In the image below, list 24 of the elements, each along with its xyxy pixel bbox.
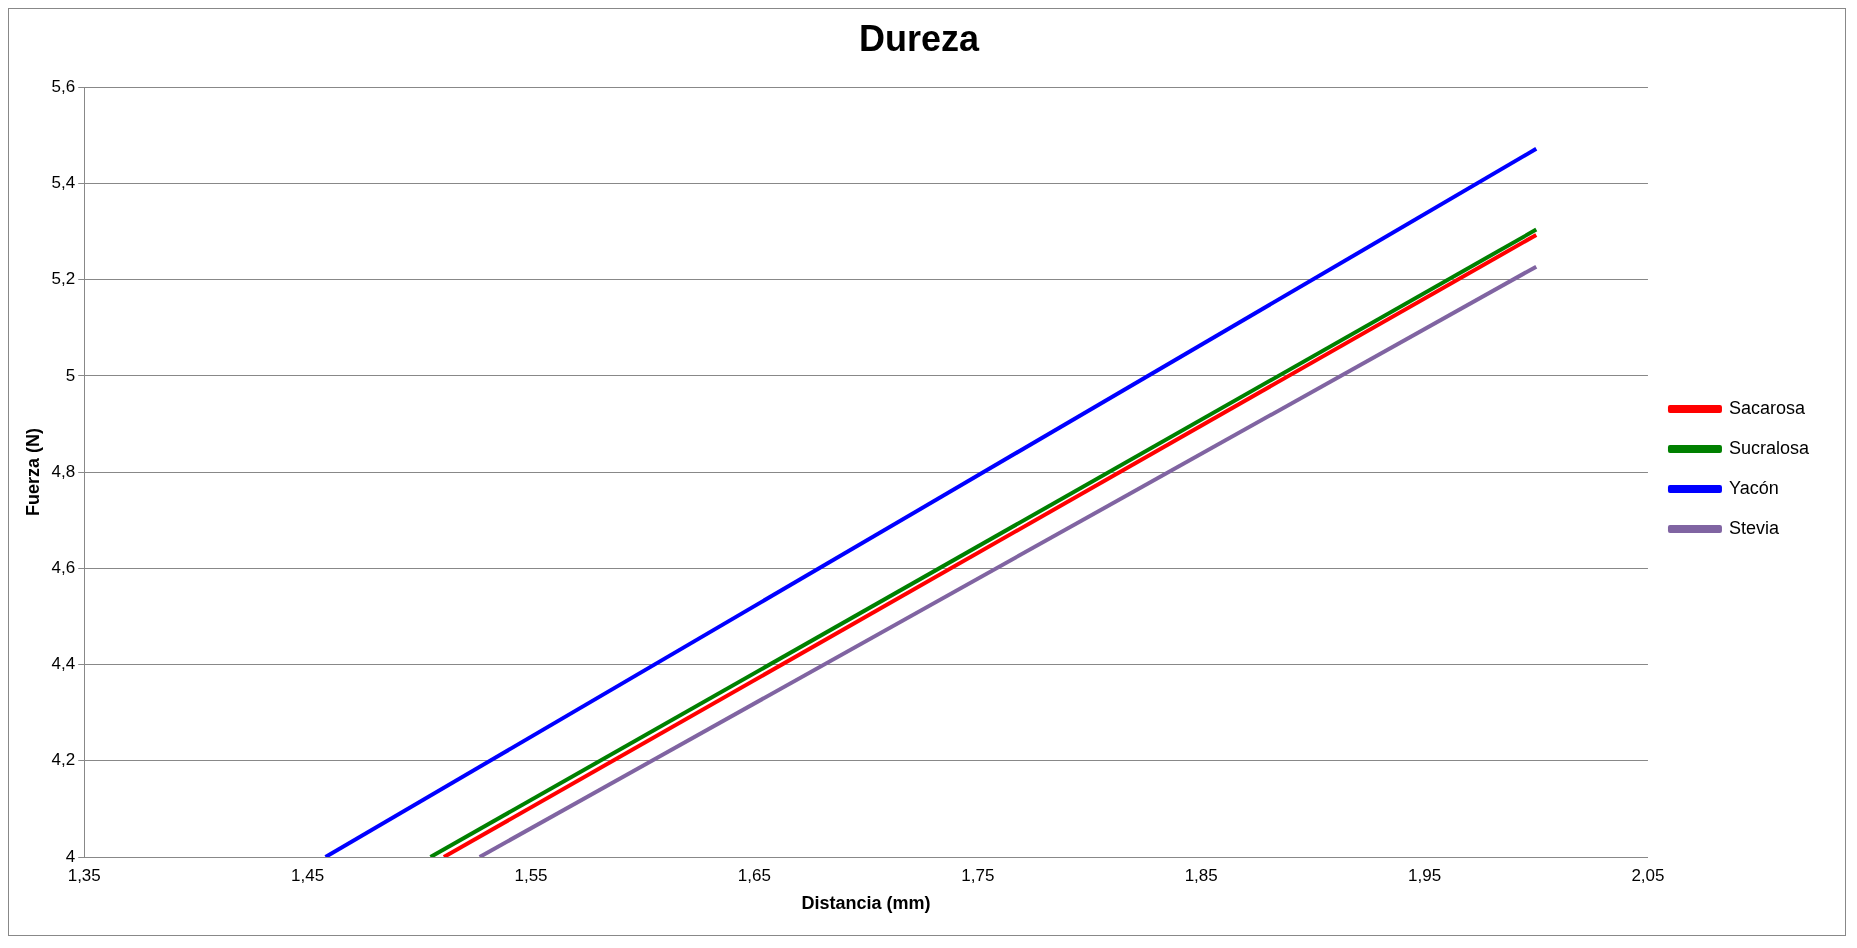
y-tick-label: 5,6 (51, 76, 76, 96)
x-tick-label: 1,65 (737, 865, 771, 885)
y-axis-title: Fuerza (N) (22, 428, 43, 517)
y-tick-label: 4,2 (51, 750, 76, 770)
legend-label: Sacarosa (1728, 397, 1806, 418)
x-tick-label: 1,85 (1184, 865, 1218, 885)
y-tick-label: 5,4 (51, 173, 76, 193)
legend-label: Yacón (1728, 477, 1779, 498)
legend-label: Stevia (1728, 517, 1780, 538)
chart-title: Dureza (858, 17, 980, 59)
x-tick-label: 1,55 (514, 865, 548, 885)
x-tick-label: 2,05 (1631, 865, 1665, 885)
x-tick-label: 1,75 (961, 865, 995, 885)
x-axis-title: Distancia (mm) (801, 893, 931, 914)
x-tick-label: 1,95 (1408, 865, 1442, 885)
y-tick-label: 5,2 (51, 269, 76, 289)
y-tick-label: 4 (65, 846, 76, 866)
y-tick-label: 5 (65, 365, 76, 385)
y-tick-label: 4,8 (51, 461, 76, 481)
y-tick-label: 4,6 (51, 558, 76, 578)
y-tick-label: 4,4 (51, 654, 76, 674)
x-tick-label: 1,45 (291, 865, 325, 885)
legend-label: Sucralosa (1728, 437, 1810, 458)
x-tick-label: 1,35 (67, 865, 101, 885)
